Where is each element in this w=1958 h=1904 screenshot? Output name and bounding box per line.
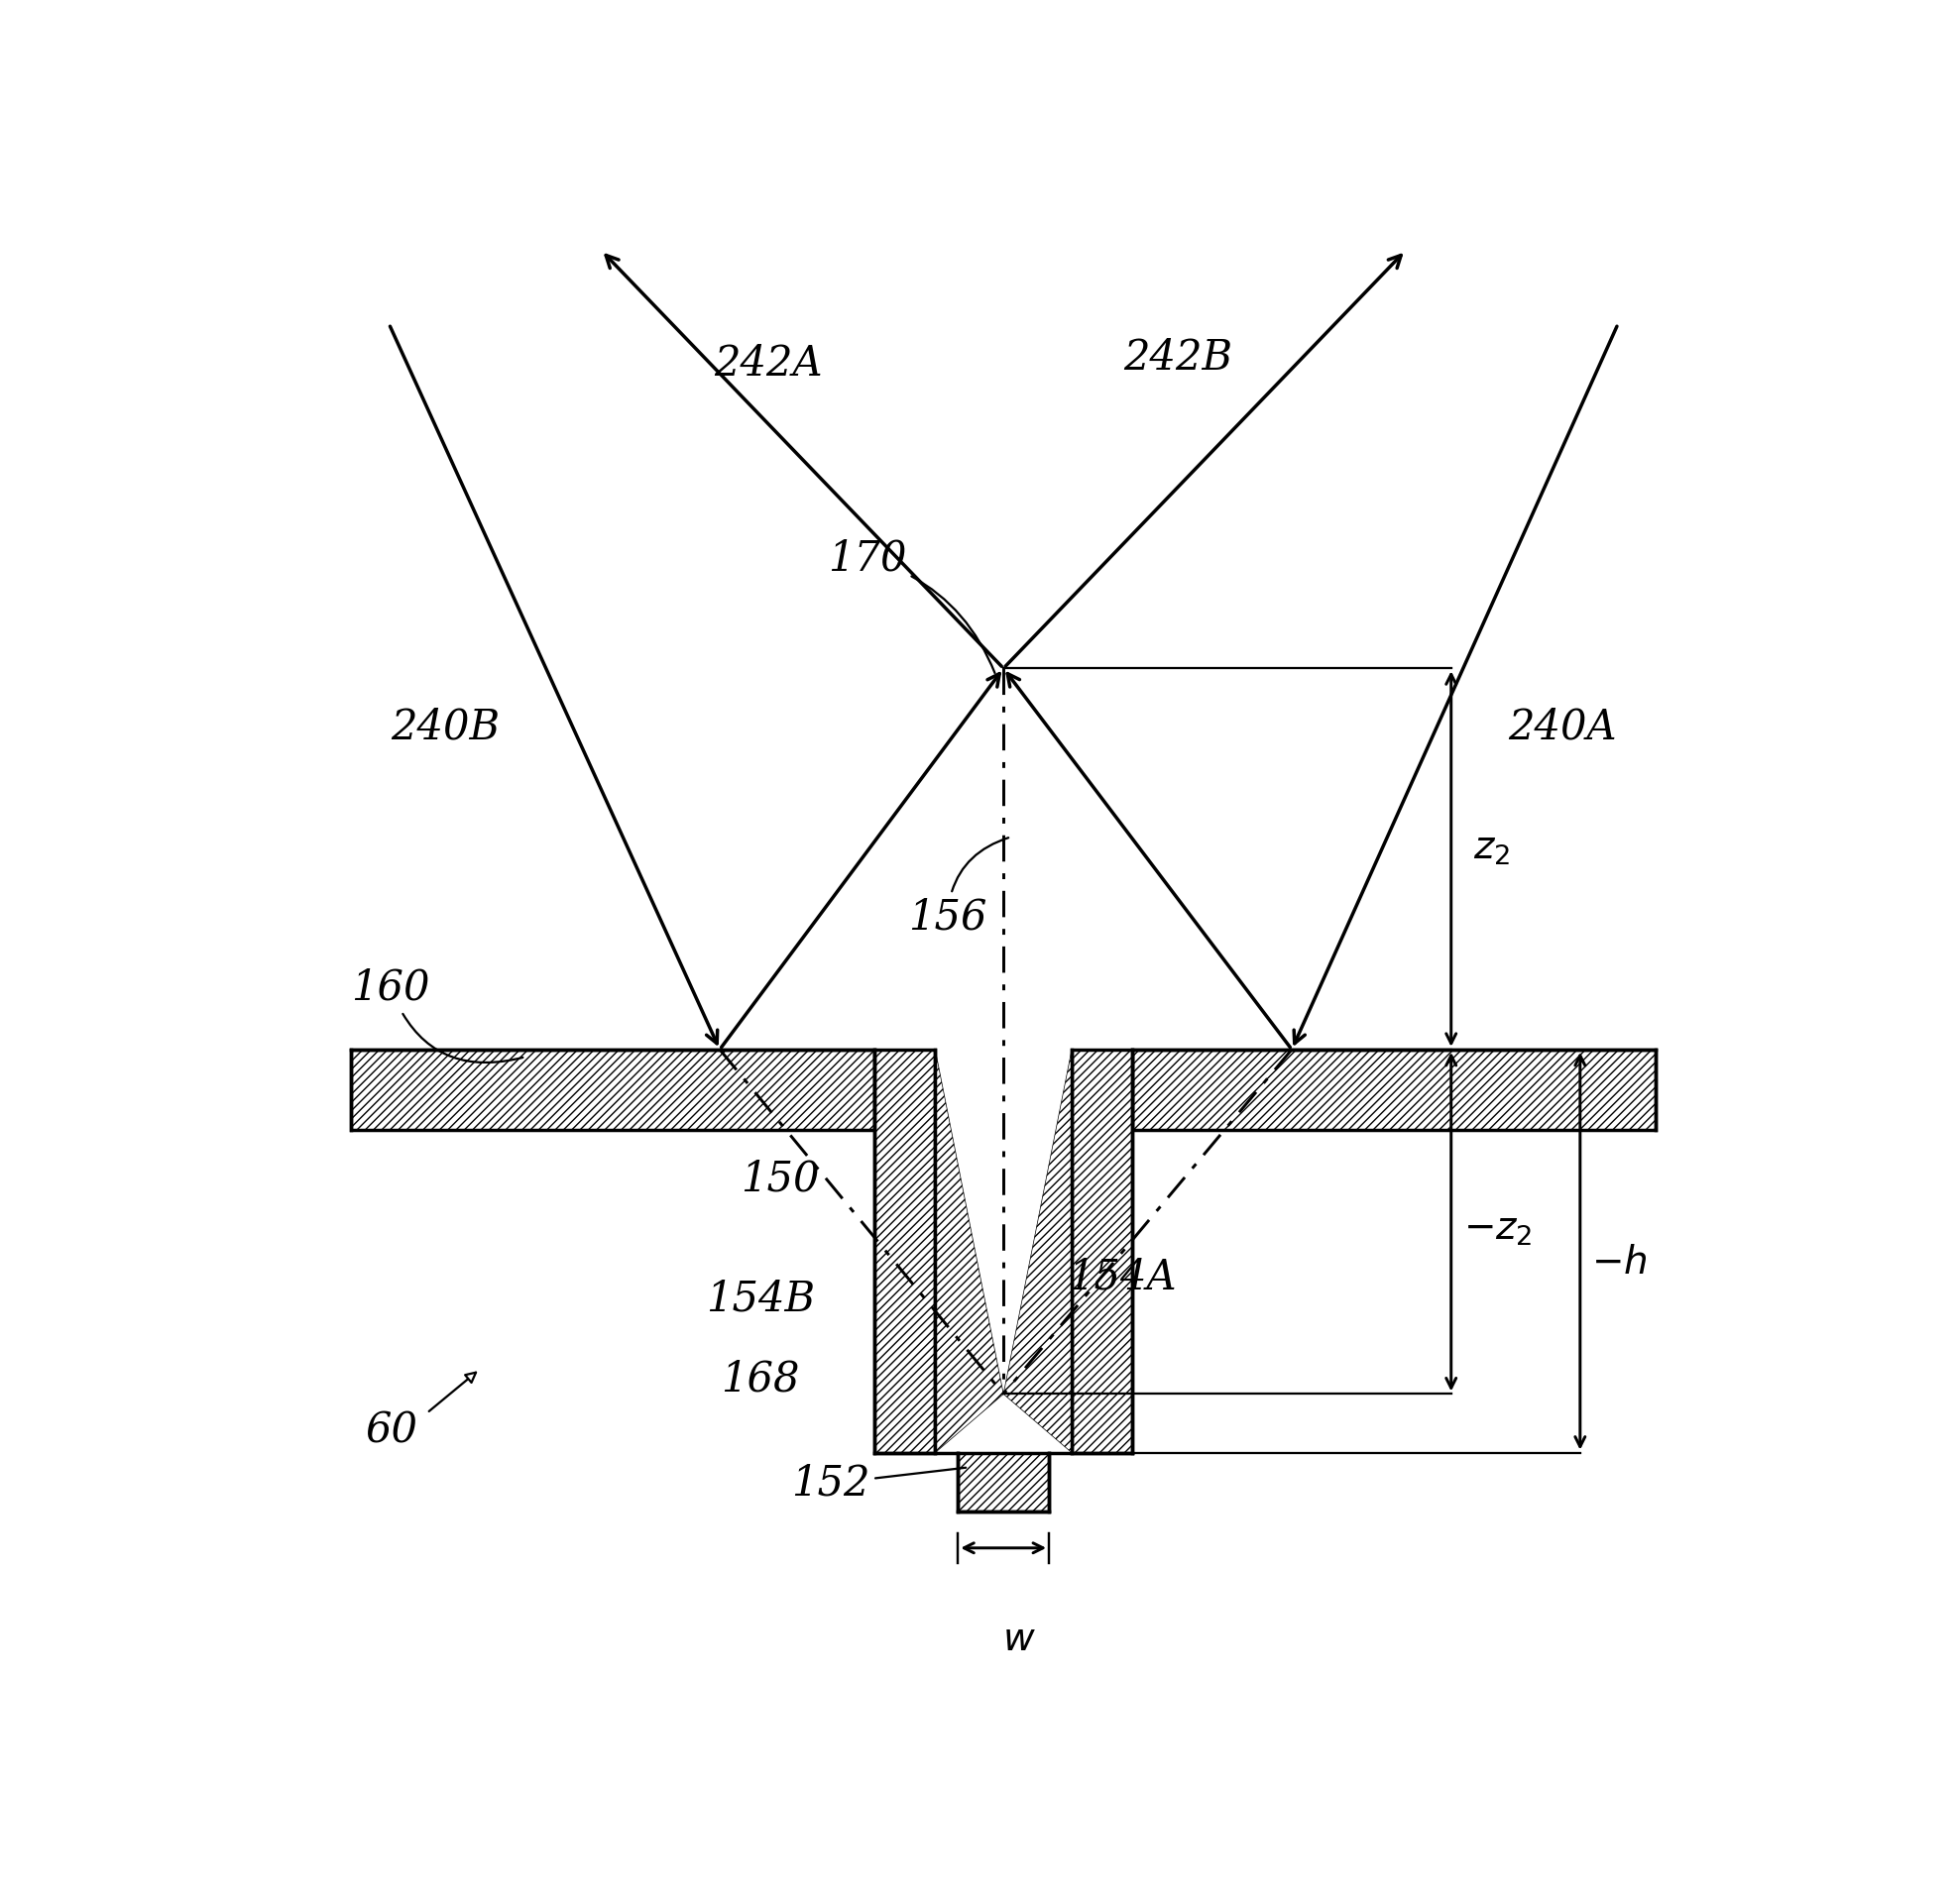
Text: 150: 150 [740, 1158, 820, 1200]
Polygon shape [1071, 1049, 1132, 1453]
Text: $w$: $w$ [1002, 1622, 1036, 1658]
Polygon shape [350, 1049, 875, 1131]
Text: $-h$: $-h$ [1592, 1245, 1647, 1281]
Text: 156: 156 [909, 838, 1008, 939]
Text: 240A: 240A [1508, 706, 1615, 748]
Text: 242B: 242B [1124, 337, 1234, 379]
Polygon shape [936, 1049, 1004, 1453]
Text: 154B: 154B [707, 1278, 815, 1319]
Polygon shape [1132, 1049, 1656, 1131]
Text: 152: 152 [791, 1462, 965, 1504]
Text: 60: 60 [366, 1409, 419, 1451]
Text: 240B: 240B [390, 706, 499, 748]
Polygon shape [957, 1453, 1049, 1512]
Text: 154A: 154A [1067, 1257, 1177, 1297]
Text: $z_2$: $z_2$ [1474, 830, 1510, 866]
Text: $-z_2$: $-z_2$ [1465, 1211, 1533, 1249]
Text: 242A: 242A [715, 343, 822, 385]
Text: 168: 168 [721, 1359, 801, 1399]
Polygon shape [1004, 1049, 1071, 1453]
Text: 170: 170 [828, 537, 995, 674]
Text: 160: 160 [350, 967, 523, 1062]
Polygon shape [875, 1049, 936, 1453]
